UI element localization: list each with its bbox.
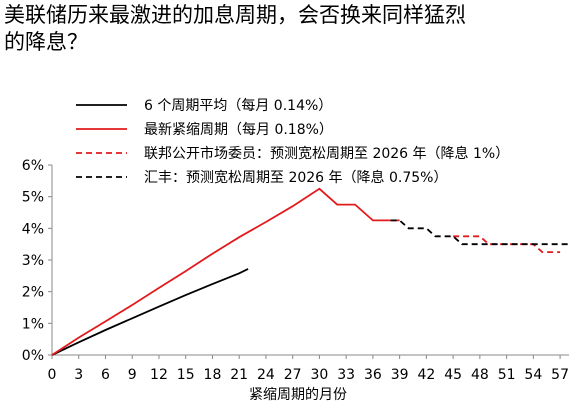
legend-label-2: 最新紧缩周期（每月 0.18%） — [144, 122, 333, 138]
x-tick-label: 39 — [391, 367, 409, 383]
x-tick-label: 30 — [310, 367, 328, 383]
chart-legend: 6 个周期平均（每月 0.14%） 最新紧缩周期（每月 0.18%） 联邦公开市场委… — [76, 98, 509, 186]
x-tick-label: 6 — [101, 367, 110, 383]
x-tick-label: 48 — [471, 367, 489, 383]
x-tick-label: 0 — [48, 367, 57, 383]
x-tick-label: 15 — [177, 367, 195, 383]
x-tick-label: 33 — [337, 367, 355, 383]
x-tick-label: 42 — [417, 367, 435, 383]
chart-title-line-2: 的降息？ — [4, 30, 88, 54]
legend-label-1: 6 个周期平均（每月 0.14%） — [144, 98, 332, 114]
x-tick-label: 21 — [230, 367, 248, 383]
x-tick-label: 12 — [150, 367, 168, 383]
x-tick-label: 3 — [74, 367, 83, 383]
series-line-3 — [453, 235, 561, 254]
x-tick-label: 45 — [444, 367, 462, 383]
x-axis-label: 紧缩周期的月份 — [249, 387, 347, 403]
plot-area — [51, 187, 569, 356]
y-tick-label: 4% — [22, 221, 44, 237]
series-line-1 — [51, 268, 249, 356]
x-tick-label: 24 — [257, 367, 275, 383]
chart-title-line-1: 美联储历来最激进的加息周期，会否换来同样猛烈 — [4, 3, 466, 27]
y-tick-label: 0% — [22, 348, 44, 364]
x-tick-label: 27 — [284, 367, 302, 383]
legend-label-4: 汇丰：预测宽松周期至 2026 年（降息 0.75%） — [144, 169, 447, 186]
legend-label-3: 联邦公开市场委员：预测宽松周期至 2026 年（降息 1%） — [144, 145, 509, 162]
y-tick-label: 5% — [22, 190, 44, 206]
x-axis: 0 3 6 9 12 15 18 21 24 27 30 33 36 39 42 45 48 51 54 57 — [48, 354, 569, 383]
y-axis: 0% 1% 2% 3% 4% 5% 6% — [22, 158, 53, 364]
y-tick-label: 3% — [22, 253, 44, 269]
y-tick-label: 2% — [22, 285, 44, 301]
x-tick-label: 9 — [128, 367, 137, 383]
series-line-2 — [51, 187, 400, 356]
chart-title: 美联储历来最激进的加息周期，会否换来同样猛烈 的降息？ — [4, 2, 576, 56]
x-tick-label: 18 — [204, 367, 222, 383]
x-tick-label: 54 — [524, 367, 542, 383]
y-tick-label: 1% — [22, 316, 44, 332]
x-tick-label: 51 — [498, 367, 516, 383]
x-tick-label: 36 — [364, 367, 382, 383]
y-tick-label: 6% — [22, 158, 44, 174]
x-tick-label: 57 — [551, 367, 569, 383]
series-line-4 — [390, 219, 569, 246]
